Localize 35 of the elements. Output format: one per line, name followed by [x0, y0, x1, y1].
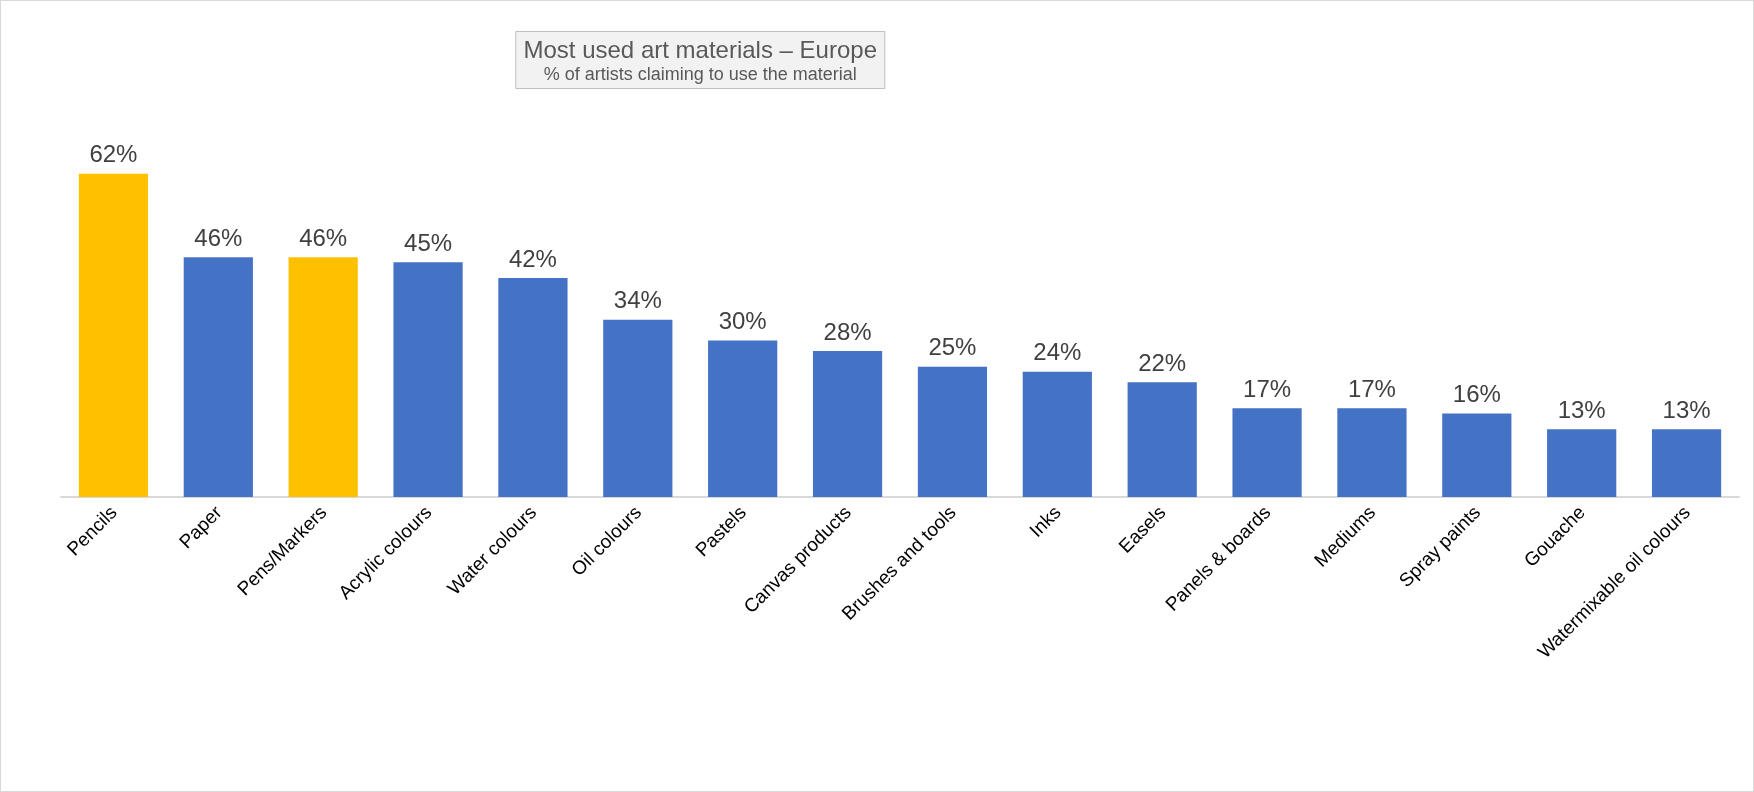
- data-label: 13%: [1662, 395, 1711, 423]
- x-tick-label: Inks: [1025, 501, 1065, 542]
- data-label: 25%: [928, 333, 977, 361]
- bar: [708, 340, 778, 497]
- data-label: 17%: [1347, 374, 1396, 402]
- data-label: 30%: [718, 307, 767, 335]
- bar: [1651, 429, 1722, 497]
- data-label: 62%: [89, 140, 138, 168]
- chart-subtitle: % of artists claiming to use the material: [543, 64, 857, 84]
- bar: [393, 262, 463, 497]
- data-label: 34%: [613, 286, 662, 314]
- bar: [1337, 408, 1407, 497]
- bar: [1547, 429, 1617, 497]
- data-label: 24%: [1033, 338, 1082, 366]
- data-label: 46%: [194, 223, 243, 251]
- bar: [917, 366, 988, 497]
- bar: [183, 257, 253, 497]
- data-label: 13%: [1557, 395, 1606, 423]
- bar: [812, 351, 883, 497]
- data-label: 42%: [508, 244, 557, 272]
- data-label: 16%: [1452, 380, 1501, 408]
- bar: [498, 278, 568, 497]
- bar: [288, 257, 358, 497]
- data-label: 17%: [1243, 374, 1292, 402]
- bar: [1442, 413, 1512, 497]
- data-label: 45%: [404, 228, 453, 256]
- bar: [78, 173, 149, 497]
- data-label: 28%: [823, 317, 872, 345]
- bar: [1022, 371, 1092, 497]
- data-label: 22%: [1138, 348, 1187, 376]
- chart-title: Most used art materials – Europe: [523, 35, 877, 63]
- data-label: 46%: [299, 223, 348, 251]
- bar: [1232, 408, 1302, 497]
- bar: [1127, 382, 1197, 497]
- bar: [603, 319, 673, 497]
